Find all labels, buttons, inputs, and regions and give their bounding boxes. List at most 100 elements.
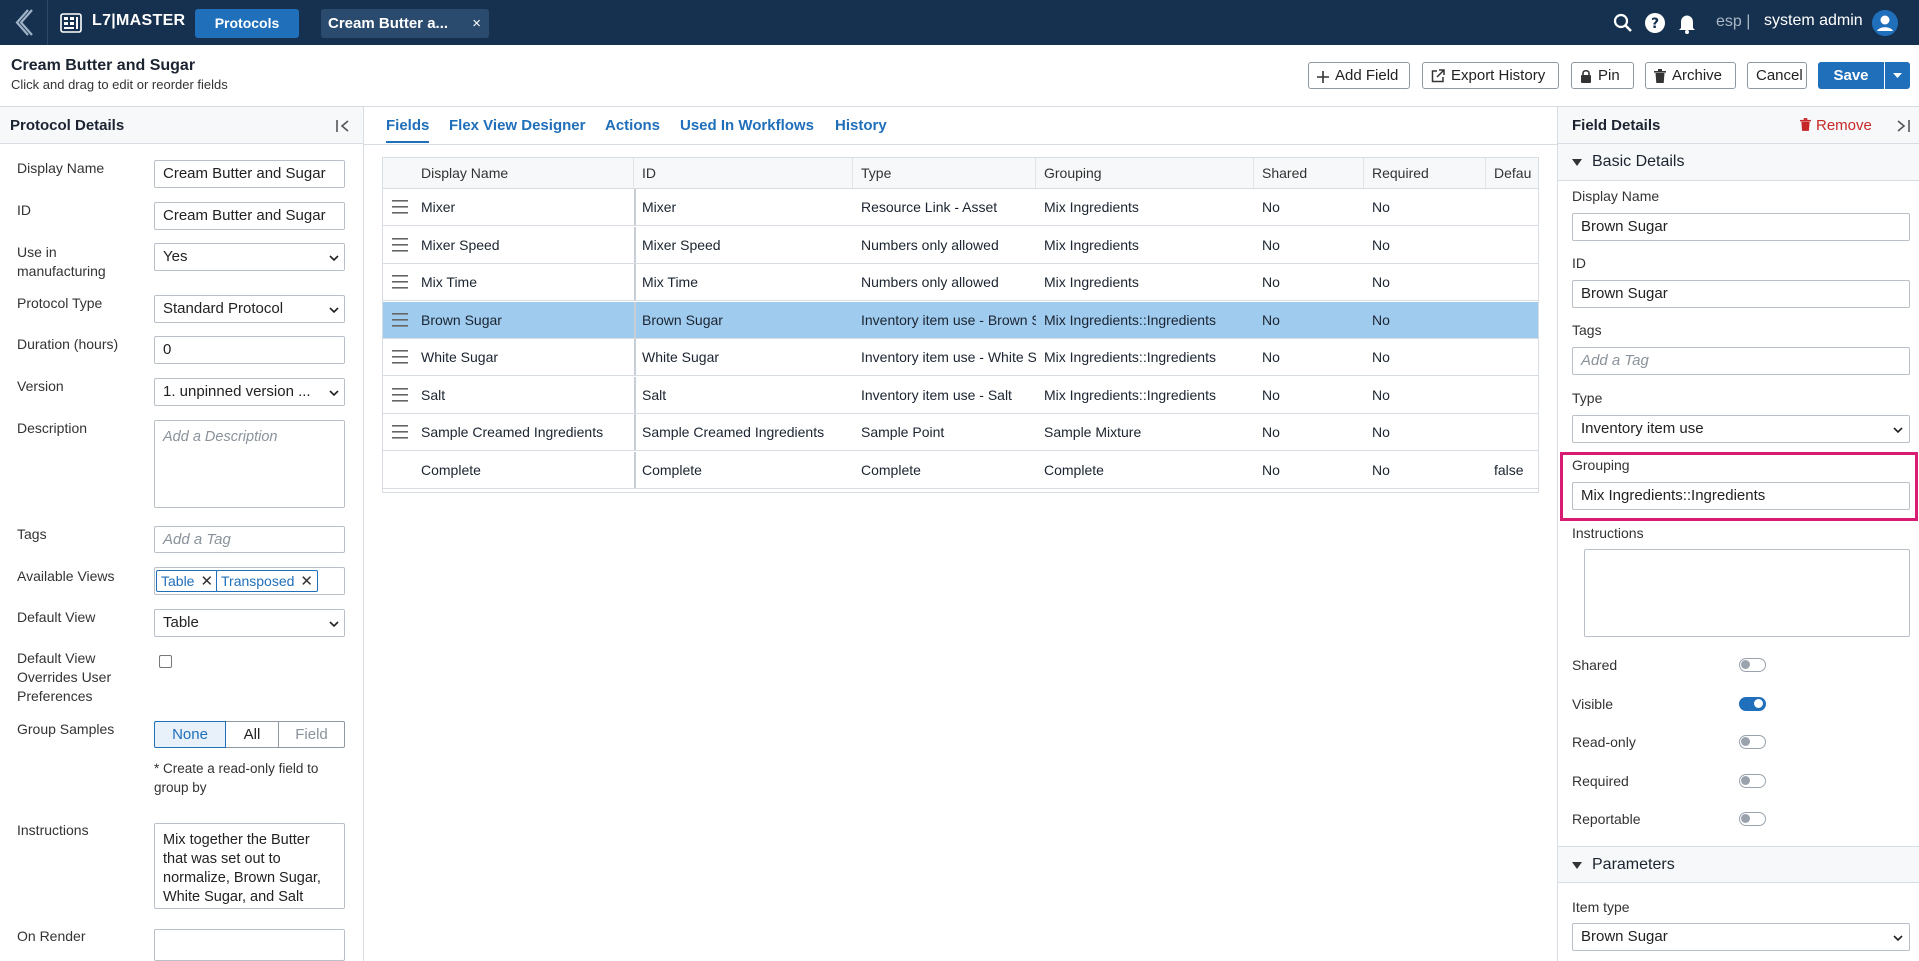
column-divider [634,376,636,413]
nav-protocols-button[interactable]: Protocols [195,9,299,38]
toggle-shared[interactable] [1739,658,1766,672]
field-tags-input[interactable]: Add a Tag [1572,347,1910,375]
group-samples-none[interactable]: None [154,721,226,748]
export-history-button[interactable]: Export History [1422,62,1559,89]
table-cell: Sample Creamed Ingredients [421,424,604,440]
protocol-type-select[interactable]: Standard Protocol [154,295,345,323]
field-instructions-textarea[interactable] [1584,549,1910,637]
drag-handle-icon[interactable] [391,349,409,365]
search-icon[interactable] [1612,12,1634,34]
bell-icon[interactable] [1676,12,1698,34]
column-header[interactable]: Shared [1254,158,1364,188]
use-in-manufacturing-select[interactable]: Yes [154,243,345,271]
open-document-tab[interactable]: Cream Butter a... × [321,9,489,38]
group-samples-field[interactable]: Field [279,721,345,748]
user-name[interactable]: system admin [1764,12,1863,29]
remove-chip-icon[interactable]: ✕ [300,573,313,590]
default-view-overrides-checkbox[interactable] [159,655,172,668]
field-id-label: ID [1572,255,1586,271]
cancel-button[interactable]: Cancel [1747,62,1807,89]
table-row[interactable]: Brown Sugar Brown Sugar Inventory item use… [383,301,1538,339]
field-id-input[interactable]: Brown Sugar [1572,280,1910,308]
table-cell: Mixer [421,199,456,215]
table-cell: Mix Ingredients::Ingredients [1044,386,1216,403]
table-row[interactable]: Mixer Speed Mixer Speed Numbers only allow… [383,226,1538,264]
save-button[interactable]: Save [1818,62,1884,89]
table-row[interactable]: Mixer Mixer Resource Link - Asset Mix Ingre… [383,189,1538,226]
add-field-button[interactable]: Add Field [1308,62,1410,89]
pin-button[interactable]: Pin [1571,62,1634,89]
remove-chip-icon[interactable]: ✕ [200,573,214,590]
collapse-panel-icon[interactable] [335,117,353,135]
view-chip-label: Transposed [221,573,295,589]
archive-button[interactable]: Archive [1645,62,1736,89]
drag-handle-icon[interactable] [391,424,409,440]
drag-handle-icon[interactable] [391,237,409,253]
item-type-select[interactable]: Brown Sugar [1572,923,1910,951]
drag-handle-icon[interactable] [391,199,409,215]
column-header[interactable]: Type [853,158,1036,188]
user-avatar-icon[interactable] [1872,10,1898,36]
save-options-dropdown[interactable] [1885,62,1910,89]
table-cell: Sample Creamed Ingredients [642,424,825,440]
table-cell [1486,264,1538,300]
table-cell: Inventory item use - Salt [861,386,1012,403]
column-divider [634,301,636,338]
fields-workspace: Fields Flex View Designer Actions Used I… [364,107,1557,961]
table-row[interactable]: Mix Time Mix Time Numbers only allowed Mix … [383,264,1538,301]
pin-label: Pin [1598,67,1620,84]
table-row[interactable]: Salt Salt Inventory item use - Salt Mix Ing… [383,376,1538,414]
column-header[interactable]: Defau [1486,158,1538,188]
app-name: L7|MASTER [92,12,186,29]
close-tab-icon[interactable]: × [472,15,481,32]
column-header[interactable]: Display Name [383,158,634,188]
parameters-section[interactable]: Parameters [1558,846,1919,883]
basic-details-section[interactable]: Basic Details [1558,144,1919,181]
table-cell: Mixer Speed [421,236,500,253]
drag-handle-icon[interactable] [391,274,409,290]
tab-flex-view-designer[interactable]: Flex View Designer [449,117,586,134]
on-render-textarea[interactable] [154,929,345,961]
use-in-manufacturing-value: Yes [163,248,188,265]
workspace-tabs: Fields Flex View Designer Actions Used I… [364,107,1557,145]
duration-input[interactable]: 0 [154,336,345,364]
toggle-read-only[interactable] [1739,735,1766,749]
field-display-name-input[interactable]: Brown Sugar [1572,213,1910,241]
table-cell: No [1372,236,1390,253]
tab-actions[interactable]: Actions [605,117,661,134]
help-icon[interactable]: ? [1644,12,1666,34]
table-row[interactable]: Sample Creamed Ingredients Sample Creamed… [383,414,1538,451]
on-render-label: On Render [17,928,86,944]
field-type-select[interactable]: Inventory item use [1572,415,1910,443]
tags-input[interactable]: Add a Tag [154,526,345,553]
instructions-textarea[interactable]: Mix together the Butter that was set out… [154,823,345,909]
back-chevron-icon[interactable] [8,6,40,39]
tab-used-in-workflows[interactable]: Used In Workflows [680,117,814,134]
column-header[interactable]: Required [1364,158,1486,188]
column-header[interactable]: Grouping [1036,158,1254,188]
triangle-down-icon [1572,862,1582,869]
table-row[interactable]: White Sugar White Sugar Inventory item use… [383,339,1538,376]
toggle-reportable[interactable] [1739,812,1766,826]
toggle-visible[interactable] [1739,697,1766,711]
tab-fields[interactable]: Fields [386,117,430,143]
group-samples-all[interactable]: All [226,721,279,748]
display-name-input[interactable]: Cream Butter and Sugar [154,160,345,188]
drag-handle-icon[interactable] [391,387,409,403]
remove-field-button[interactable]: Remove [1800,117,1872,134]
description-textarea[interactable]: Add a Description [154,420,345,508]
chevron-down-icon [329,255,339,262]
language-switch[interactable]: esp | [1716,13,1751,30]
default-view-select[interactable]: Table [154,609,345,637]
open-document-tab-label: Cream Butter a... [328,15,449,32]
field-grouping-input[interactable]: Mix Ingredients::Ingredients [1572,482,1910,510]
id-input[interactable]: Cream Butter and Sugar [154,202,345,230]
drag-handle-icon[interactable] [391,312,409,328]
table-row[interactable]: Complete Complete Complete Complete No No fals… [383,451,1538,489]
column-divider [634,451,636,488]
toggle-required[interactable] [1739,774,1766,788]
collapse-panel-icon[interactable] [1893,117,1911,135]
column-header[interactable]: ID [634,158,853,188]
version-select[interactable]: 1. unpinned version ... [154,378,345,406]
tab-history[interactable]: History [835,117,887,134]
